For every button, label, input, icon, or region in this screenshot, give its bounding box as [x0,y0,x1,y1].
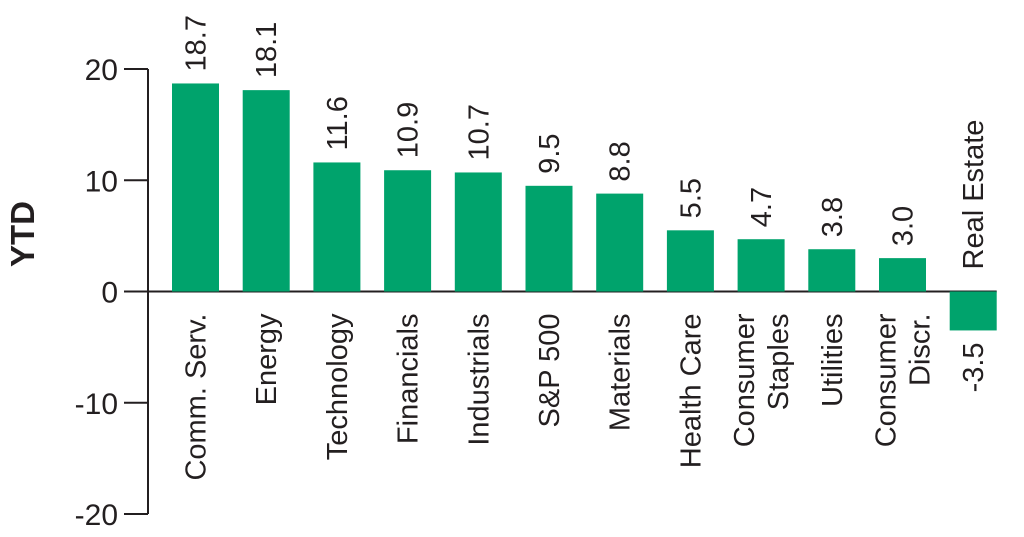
category-label: Consumer [729,313,761,447]
category-label: Discr. [905,314,937,387]
y-tick-label: 20 [85,54,118,87]
category-label: S&P 500 [534,314,566,428]
category-label: Energy [251,313,283,405]
bar [737,239,785,292]
category-label: Utilities [817,314,849,407]
category-label: Health Care [675,314,707,469]
bar [313,162,361,292]
value-label: 3.0 [888,206,920,246]
value-label: 10.7 [463,104,495,160]
category-label: Comm. Serv. [181,314,213,481]
bar [525,185,573,292]
value-label: 8.8 [605,141,637,181]
bar [596,193,644,292]
bar [384,170,432,292]
category-label: Technology [322,313,354,460]
y-tick-label: 0 [101,277,118,310]
y-tick-label: -20 [75,499,118,532]
category-label: Financials [393,314,425,445]
category-label: Industrials [463,314,495,446]
value-label: 18.1 [251,22,283,78]
value-label: 5.5 [675,178,707,218]
bars [172,83,997,331]
value-label: -3.5 [958,342,990,392]
bar [242,90,290,292]
category-label: Staples [763,314,795,411]
y-axis-label: YTD [4,201,41,267]
category-label: Real Estate [958,120,990,270]
bar [808,249,856,292]
category-label: Materials [605,314,637,432]
bar [879,258,926,292]
y-tick-label: -10 [75,388,118,421]
value-label: 3.8 [817,197,849,237]
bar [454,172,502,292]
y-tick-label: 10 [85,165,118,198]
bar [172,83,219,292]
value-label: 4.7 [746,187,778,227]
value-label: 9.5 [534,133,566,173]
value-label: 18.7 [181,15,213,71]
value-label: 10.9 [393,102,425,158]
bar [666,230,714,292]
labels: 18.7 Comm. Serv. 18.1 Energy 11.6 Technology 1… [181,15,991,481]
category-label: Consumer [871,313,903,447]
bar [949,291,997,331]
value-label: 11.6 [322,96,354,150]
